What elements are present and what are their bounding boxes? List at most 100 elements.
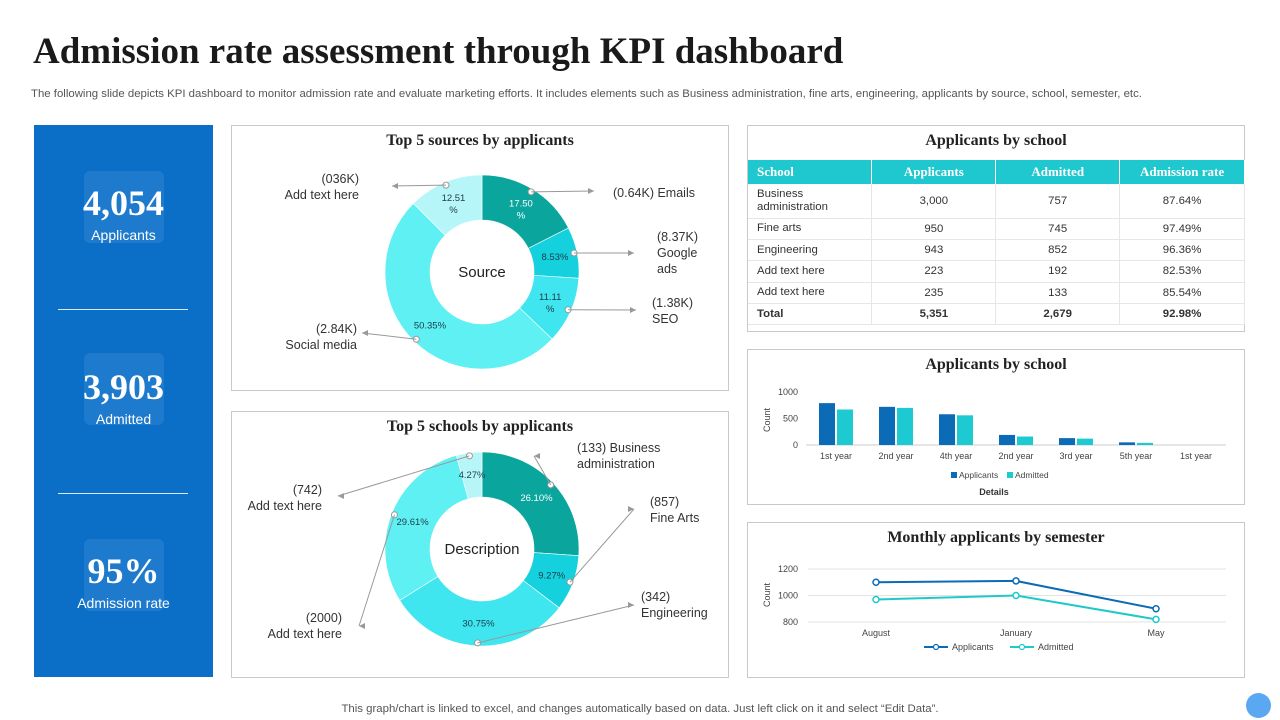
callout-line [391, 184, 447, 187]
callout-line [569, 508, 635, 583]
callout-text: Add text here [248, 499, 322, 513]
kpi-value: 4,054 [83, 183, 164, 223]
table-cell: 85.54% [1119, 282, 1245, 305]
callout-text: (857) [650, 495, 679, 509]
bar [1119, 442, 1135, 445]
callout-text: Engineering [641, 606, 708, 620]
callout-text: Add text here [268, 627, 342, 641]
column-header: Applicants [871, 160, 997, 184]
semester-line-chart[interactable]: 800 1000 1200 Count August January May Applican… [748, 523, 1244, 677]
kpi-admitted: 3,903 Admitted [34, 367, 213, 427]
y-tick-label: 800 [783, 617, 798, 627]
donut-center-label: Source [458, 264, 506, 281]
x-axis-label: Details [979, 487, 1009, 497]
callout-text: Social media [285, 338, 357, 352]
callout-arrow [628, 506, 634, 512]
table-row: Fine arts 950 745 97.49% [748, 218, 1245, 240]
document-check-icon [84, 353, 164, 425]
y-tick-label: 500 [783, 414, 798, 424]
legend-label: Applicants [952, 642, 994, 652]
kpi-admission-rate: 95% Admission rate [34, 551, 213, 611]
bar [999, 434, 1015, 445]
sources-panel: Top 5 sources by applicants 17.50% (0.64K… [231, 125, 729, 391]
bar [957, 415, 973, 445]
callout-text: (2000) [306, 611, 342, 625]
bar [819, 403, 835, 445]
callout-text: Google [657, 246, 697, 260]
slice-label: % [517, 210, 526, 221]
slice-label: 17.50 [509, 198, 533, 209]
callout-text: ads [657, 262, 677, 276]
school-bar-chart[interactable]: 0 500 1000 Count 1st year 2nd year 4th year 2nd… [748, 350, 1244, 504]
footer-note: This graph/chart is linked to excel, and… [341, 703, 939, 715]
panel-title: Applicants by school [925, 132, 1067, 149]
panel-title: Monthly applicants by semester [887, 529, 1105, 546]
x-tick-label: August [862, 628, 891, 638]
table-cell: Add text here [748, 260, 873, 283]
page-title: Admission rate assessment through KPI da… [33, 31, 844, 72]
donut-slice [481, 451, 580, 557]
panel-title: Top 5 schools by applicants [386, 418, 574, 435]
callout-line [337, 455, 470, 497]
callout-text: administration [577, 457, 655, 471]
table-cell: 852 [995, 239, 1121, 262]
donut-center-label: Description [444, 541, 519, 558]
bar [837, 409, 853, 445]
table-cell: Total [748, 303, 873, 326]
column-header: Admitted [995, 160, 1121, 184]
x-tick-label: 2nd year [998, 451, 1033, 461]
schools-donut-chart[interactable]: 26.10% (133) Business administration 9.27% (… [232, 412, 728, 677]
bar [1059, 438, 1075, 445]
table-cell: 92.98% [1119, 303, 1245, 326]
data-point [1012, 591, 1020, 600]
callout-text: Fine Arts [650, 511, 699, 525]
sources-donut-chart[interactable]: 17.50% (0.64K) Emails 8.53% (8.37K) Google ad… [232, 126, 728, 390]
column-header: Admission rate [1119, 160, 1245, 184]
kpi-label: Admission rate [77, 595, 170, 611]
table-cell: 5,351 [871, 303, 997, 326]
bar [939, 414, 955, 445]
legend-swatch [1007, 472, 1013, 478]
legend-marker [932, 643, 940, 651]
x-tick-label: 5th year [1120, 451, 1153, 461]
slice-label: % [546, 304, 555, 315]
callout-arrow [588, 188, 594, 194]
callout-arrow [628, 250, 634, 256]
slice-label: 8.53% [541, 252, 568, 263]
callout-arrow [359, 623, 365, 629]
x-tick-label: 3rd year [1059, 451, 1092, 461]
y-tick-label: 1000 [778, 387, 798, 397]
slice-label: 30.75% [462, 618, 495, 629]
slice-label: 50.35% [414, 320, 447, 331]
table-cell: 82.53% [1119, 260, 1245, 283]
callout-line [531, 190, 595, 193]
bar [1077, 438, 1093, 445]
legend-swatch [951, 472, 957, 478]
y-tick-label: 0 [793, 440, 798, 450]
panel-title: Applicants by school [925, 356, 1067, 373]
callout-line [358, 514, 395, 627]
x-tick-label: 1st year [820, 451, 852, 461]
table-total-row: Total 5,351 2,679 92.98% [748, 303, 1245, 326]
callout-text: (8.37K) [657, 230, 698, 244]
table-row: Add text here 235 133 85.54% [748, 282, 1245, 305]
table-cell: Engineering [748, 239, 873, 262]
table-cell: 96.36% [1119, 239, 1245, 262]
y-tick-label: 1000 [778, 591, 798, 601]
slice-label: 4.27% [459, 470, 486, 481]
clipboard-check-icon [84, 539, 164, 611]
callout-text: (133) Business [577, 441, 660, 455]
data-point [872, 578, 880, 586]
kpi-value: 95% [87, 551, 160, 591]
slice-label: 26.10% [520, 493, 553, 504]
callout-text: (742) [293, 483, 322, 497]
donut-hole [431, 221, 533, 323]
callout-arrow [628, 602, 634, 608]
donut-hole [431, 498, 533, 600]
callout-arrow [392, 183, 398, 189]
table-cell: 745 [995, 218, 1121, 240]
callout-text: (1.38K) [652, 296, 693, 310]
column-header: School [748, 160, 873, 184]
slice-label: 11.11 [539, 292, 561, 303]
table-cell: 950 [871, 218, 997, 240]
